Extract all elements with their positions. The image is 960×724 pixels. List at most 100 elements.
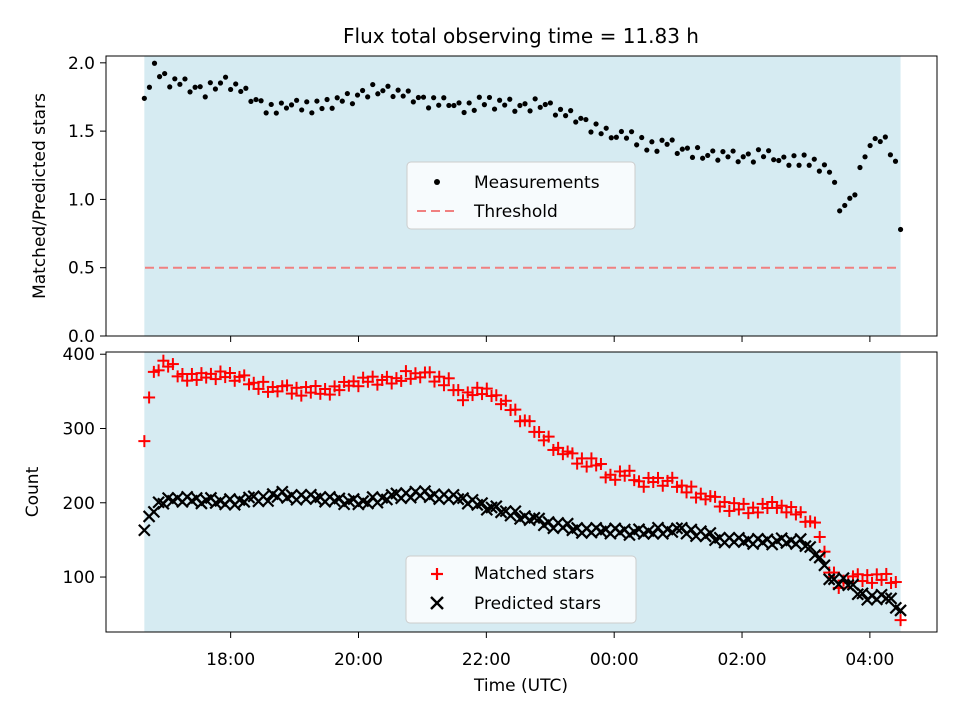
measurement-point <box>649 139 655 145</box>
measurement-point <box>436 102 442 108</box>
predicted-star-point <box>856 587 869 600</box>
measurement-point <box>354 92 361 98</box>
measurement-point <box>887 152 894 158</box>
measurement-point <box>202 94 208 100</box>
predicted-star-point <box>803 540 817 554</box>
measurement-point <box>852 192 858 198</box>
measurement-point <box>217 80 224 86</box>
measurement-point <box>258 98 264 104</box>
measurement-point <box>304 99 310 105</box>
matched-star-point <box>399 365 412 378</box>
predicted-star-point <box>532 512 546 525</box>
top-y-tick-label: 1.5 <box>68 122 95 142</box>
measurement-point <box>831 179 838 185</box>
measurement-point <box>522 101 528 107</box>
measurement-point <box>222 74 229 80</box>
measurement-point <box>842 202 848 209</box>
matched-star-point <box>257 375 270 388</box>
measurement-points <box>141 60 904 233</box>
predicted-star-point <box>561 517 574 530</box>
measurement-point <box>786 162 792 168</box>
legend-predicted-label: Predicted stars <box>474 594 601 614</box>
predicted-star-point <box>837 571 850 585</box>
measurement-point <box>156 74 163 80</box>
measurement-point <box>486 94 493 101</box>
measurement-point <box>334 95 340 101</box>
measurement-point <box>344 90 350 97</box>
predicted-star-point <box>138 523 151 537</box>
measurement-point <box>385 83 391 89</box>
measurement-point <box>613 134 619 140</box>
measurement-point <box>745 151 751 157</box>
matched-star-point <box>281 379 294 392</box>
measurement-point <box>238 88 244 95</box>
measurement-point <box>608 135 614 141</box>
matched-star-point <box>190 373 203 386</box>
matched-star-point <box>623 464 636 477</box>
measurement-point <box>420 94 427 100</box>
measurement-point <box>471 107 477 113</box>
predicted-star-point <box>880 592 893 605</box>
matched-star-point <box>295 389 308 402</box>
x-tick-label: 20:00 <box>334 650 383 670</box>
x-tick-label: 18:00 <box>206 650 255 670</box>
measurement-point <box>141 95 147 101</box>
matched-star-point <box>737 497 750 510</box>
measurement-point <box>207 80 213 86</box>
matched-star-point <box>675 479 688 492</box>
measurement-point <box>288 102 295 108</box>
measurement-point <box>370 81 376 88</box>
bottom-legend-box <box>405 555 637 624</box>
measurement-point <box>877 138 883 145</box>
measurement-point <box>816 168 822 174</box>
measurement-point <box>801 152 807 158</box>
bottom-legend: Matched stars Predicted stars <box>405 555 637 624</box>
measurement-point <box>395 87 401 93</box>
matched-star-point <box>785 501 798 514</box>
measurement-point <box>410 99 416 105</box>
measurement-point <box>766 148 772 154</box>
top-y-tick-label: 1.0 <box>68 190 95 210</box>
measurement-point <box>405 88 411 94</box>
x-tick-label: 00:00 <box>590 650 639 670</box>
measurement-point <box>588 129 594 135</box>
measurement-point <box>319 105 325 112</box>
matched-star-point <box>751 506 764 519</box>
predicted-star-point <box>813 551 826 564</box>
matched-star-point <box>585 452 598 465</box>
bottom-axes-frame <box>105 351 938 633</box>
top-legend: Measurements Threshold <box>406 161 636 230</box>
matched-star-point <box>223 366 236 379</box>
measurement-point <box>461 109 467 116</box>
measurement-point <box>811 156 817 162</box>
x-axis-label: Time (UTC) <box>473 676 568 696</box>
measurement-point <box>837 208 843 214</box>
legend-predicted-marker <box>430 596 444 610</box>
predicted-star-point <box>794 532 807 546</box>
matched-stars-points <box>138 354 907 627</box>
measurement-point <box>294 97 300 103</box>
matched-star-point <box>166 358 179 371</box>
matched-star-point <box>366 370 379 383</box>
measurement-point <box>491 106 498 112</box>
measurement-point <box>862 154 868 160</box>
legend-measurements-label: Measurements <box>474 173 600 193</box>
measurement-point <box>562 113 569 119</box>
predicted-star-point <box>851 588 865 601</box>
predicted-star-point <box>822 573 836 586</box>
measurement-point <box>365 94 371 100</box>
measurement-point <box>791 153 797 159</box>
measurement-point <box>882 134 888 140</box>
bottom-y-tick-label: 400 <box>63 345 95 365</box>
measurement-point <box>502 102 508 108</box>
measurement-point <box>283 105 290 111</box>
measurement-point <box>735 159 741 165</box>
measurement-point <box>679 146 685 152</box>
matched-star-point <box>827 566 840 579</box>
measurement-point <box>826 169 833 175</box>
measurement-point <box>243 85 249 91</box>
measurement-point <box>466 100 472 106</box>
matched-star-point <box>352 380 365 393</box>
top-x-ticks <box>230 336 871 342</box>
